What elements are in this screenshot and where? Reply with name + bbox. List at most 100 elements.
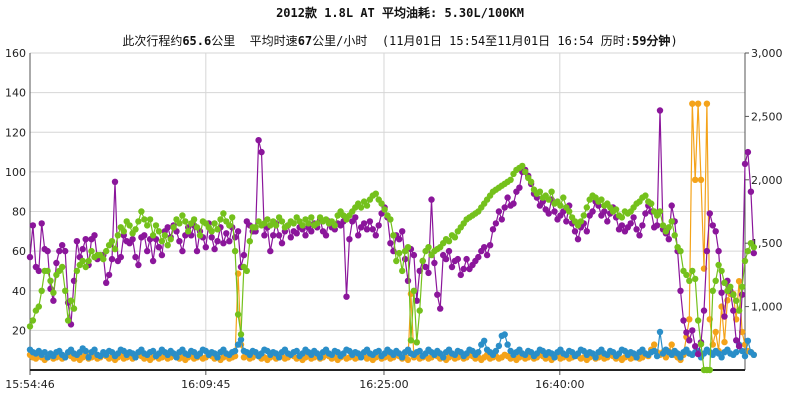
data-point: [718, 267, 725, 275]
data-point: [686, 277, 693, 284]
data-point: [551, 354, 558, 361]
data-point: [639, 222, 646, 229]
data-point: [425, 269, 432, 277]
data-point: [141, 232, 148, 239]
data-point: [738, 347, 746, 355]
data-point: [91, 232, 98, 239]
data-point: [481, 244, 488, 251]
data-point: [592, 354, 599, 361]
data-point: [211, 220, 218, 227]
data-point: [290, 220, 297, 227]
data-point: [738, 283, 746, 290]
data-point: [152, 222, 160, 229]
data-point: [179, 247, 186, 255]
data-point: [583, 204, 590, 211]
y-left-tick-label: 160: [5, 47, 26, 60]
data-point: [686, 337, 693, 344]
data-point: [396, 249, 403, 257]
data-point: [630, 214, 637, 221]
data-point: [718, 354, 725, 361]
average-speed: 67: [297, 34, 313, 48]
data-point: [117, 253, 125, 261]
data-point: [633, 226, 640, 233]
data-point: [451, 234, 459, 241]
data-point: [689, 100, 696, 107]
data-point: [694, 100, 702, 107]
data-point: [425, 244, 432, 251]
data-point: [519, 162, 526, 170]
data-point: [721, 313, 728, 320]
data-point: [132, 226, 139, 233]
data-point: [750, 249, 757, 257]
data-point: [176, 220, 183, 227]
data-point: [580, 212, 587, 219]
data-point: [208, 234, 215, 241]
data-point: [129, 236, 136, 243]
data-point: [390, 232, 397, 239]
data-point: [275, 354, 283, 361]
data-point: [404, 277, 412, 284]
data-point: [44, 267, 51, 275]
data-point: [454, 255, 461, 263]
data-point: [234, 228, 242, 235]
data-point: [642, 192, 649, 199]
data-point: [445, 247, 453, 255]
data-point: [193, 247, 201, 255]
data-point: [357, 204, 365, 211]
data-point: [574, 236, 582, 243]
data-point: [53, 259, 60, 267]
data-point: [721, 338, 728, 346]
data-point: [747, 188, 755, 195]
data-point: [718, 289, 725, 296]
data-point: [108, 238, 116, 245]
data-point: [29, 317, 37, 324]
data-point: [272, 222, 280, 229]
data-point: [571, 228, 579, 235]
data-point: [144, 222, 151, 229]
data-point: [665, 236, 672, 243]
data-point: [653, 222, 661, 229]
data-point: [709, 287, 716, 294]
data-point: [105, 271, 113, 279]
data-point: [422, 263, 429, 271]
data-point: [108, 255, 116, 263]
data-point: [164, 242, 171, 249]
y-left-tick-label: 20: [12, 324, 26, 337]
subtitle-prefix: 此次行程约: [122, 34, 183, 48]
data-point: [44, 247, 51, 255]
data-point: [378, 200, 385, 207]
data-point: [404, 244, 412, 251]
y-left-tick-label: 60: [12, 245, 26, 258]
data-point: [566, 208, 573, 215]
data-point: [141, 216, 148, 223]
data-point: [680, 317, 687, 324]
data-point: [692, 343, 699, 350]
data-point: [229, 214, 236, 221]
data-point: [577, 218, 585, 225]
data-point: [601, 208, 608, 215]
data-point: [132, 354, 139, 361]
data-point: [146, 216, 154, 223]
data-point: [85, 354, 92, 361]
data-point: [545, 196, 552, 203]
data-point: [741, 352, 749, 360]
data-point: [56, 247, 63, 255]
data-point: [689, 327, 696, 334]
data-point: [158, 238, 166, 245]
data-point: [363, 202, 371, 209]
chart-subtitle: 此次行程约65.6公里 平均时速67公里/小时 (11月01日 15:54至11…: [0, 32, 800, 49]
data-point: [612, 206, 620, 213]
data-point: [510, 200, 517, 207]
data-point: [114, 232, 122, 239]
data-point: [744, 148, 752, 156]
data-point: [633, 354, 640, 361]
data-point: [111, 245, 119, 253]
data-point: [190, 216, 198, 223]
series-line: [29, 110, 755, 357]
data-point: [375, 347, 382, 355]
data-point: [683, 271, 690, 279]
x-tick-label: 15:54:46: [5, 378, 54, 391]
data-point: [155, 228, 163, 235]
data-point: [149, 347, 157, 355]
data-point: [214, 354, 221, 361]
